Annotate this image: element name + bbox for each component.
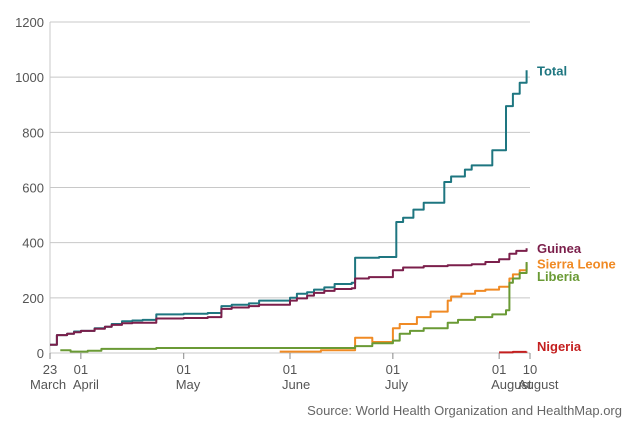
x-tick-month: August [518, 377, 559, 392]
series-label-sierra-leone: Sierra Leone [537, 256, 616, 271]
x-tick-month: August [491, 377, 532, 392]
y-tick-label: 800 [22, 125, 44, 140]
series-line-guinea [50, 248, 528, 346]
x-tick-month: March [30, 377, 66, 392]
x-tick-day: 01 [176, 362, 190, 377]
y-tick-label: 0 [37, 346, 44, 361]
x-tick-day: 23 [43, 362, 57, 377]
x-axis-tick-labels: 23March01April01May01June01July01August1… [30, 353, 559, 392]
y-tick-label: 200 [22, 291, 44, 306]
x-tick-day: 01 [492, 362, 506, 377]
horizontal-gridlines [49, 21, 530, 354]
series-line-liberia [60, 262, 528, 353]
x-tick-month: April [73, 377, 99, 392]
series-line-nigeria [499, 350, 528, 354]
y-tick-label: 400 [22, 236, 44, 251]
x-tick-day: 01 [74, 362, 88, 377]
x-tick-month: June [282, 377, 310, 392]
source-note: Source: World Health Organization and He… [307, 403, 622, 418]
data-series-lines [50, 70, 528, 354]
x-tick-day: 10 [523, 362, 537, 377]
x-tick-month: May [176, 377, 201, 392]
y-tick-label: 600 [22, 181, 44, 196]
series-line-total [50, 70, 528, 346]
series-line-sierra-leone [279, 263, 528, 353]
y-tick-label: 1000 [15, 70, 44, 85]
series-label-total: Total [537, 63, 567, 78]
series-label-nigeria: Nigeria [537, 339, 582, 354]
x-tick-day: 01 [386, 362, 400, 377]
series-label-liberia: Liberia [537, 269, 580, 284]
x-tick-day: 01 [283, 362, 297, 377]
y-tick-label: 1200 [15, 15, 44, 30]
series-label-guinea: Guinea [537, 241, 582, 256]
x-tick-month: July [385, 377, 409, 392]
y-axis-tick-labels: 0 200 400 600 800 1000 1200 [15, 15, 44, 361]
